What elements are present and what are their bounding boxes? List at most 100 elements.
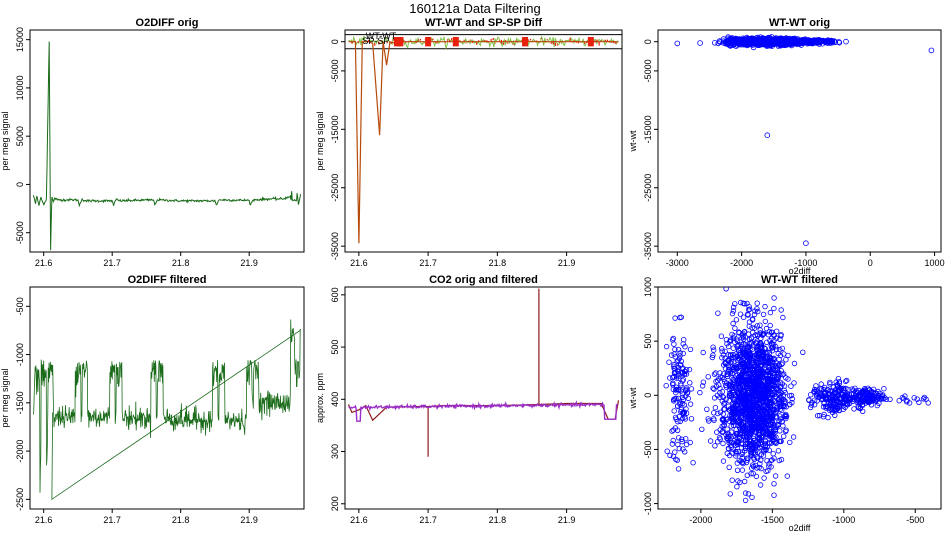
data-point	[774, 328, 780, 334]
data-point	[753, 473, 760, 480]
plot-frame	[344, 29, 623, 253]
data-point	[750, 462, 756, 468]
data-point	[674, 403, 681, 409]
data-point	[865, 385, 871, 391]
y-tick-label: -35000	[643, 232, 653, 260]
data-point	[771, 295, 777, 301]
data-point	[679, 400, 686, 407]
data-point	[836, 386, 842, 393]
data-point	[821, 411, 827, 418]
data-point	[676, 435, 682, 441]
data-point	[755, 394, 761, 401]
data-point	[749, 465, 755, 471]
data-point	[700, 349, 706, 356]
x-tick-label: -2000	[730, 258, 753, 268]
data-point	[748, 401, 755, 407]
data-point	[769, 380, 776, 386]
plot-frame	[29, 29, 305, 253]
data-point	[741, 387, 747, 393]
data-point	[679, 370, 685, 376]
data-point	[760, 311, 767, 318]
data-point	[742, 384, 748, 391]
data-point	[775, 391, 781, 397]
data-point	[711, 347, 717, 353]
data-point	[757, 40, 763, 46]
x-tick-label: 21.6	[35, 258, 53, 268]
data-point	[825, 37, 832, 44]
data-point	[767, 426, 773, 432]
data-point	[673, 386, 680, 393]
data-point	[760, 453, 767, 459]
data-point	[688, 386, 695, 392]
data-point	[728, 368, 734, 375]
data-point	[663, 343, 670, 350]
data-point	[712, 405, 719, 411]
data-point	[881, 386, 887, 392]
y-tick-label: 0	[643, 393, 653, 398]
y-tick-label: -2500	[15, 488, 25, 511]
data-point	[779, 240, 784, 245]
data-point	[775, 369, 781, 375]
data-point	[747, 354, 753, 361]
co2-orig-series	[347, 288, 620, 457]
x-tick-label: 21.9	[558, 515, 576, 525]
data-point	[772, 367, 778, 373]
data-point	[749, 359, 755, 365]
data-point	[732, 38, 739, 45]
data-point	[742, 445, 749, 451]
x-tick-label: 21.9	[240, 258, 258, 268]
x-tick-label: 21.6	[350, 515, 368, 525]
x-tick-label: -1500	[761, 515, 784, 525]
data-point	[763, 325, 770, 332]
data-point	[746, 307, 752, 313]
data-point	[725, 445, 732, 452]
data-point	[757, 327, 763, 333]
data-point	[871, 397, 877, 403]
data-point	[745, 374, 751, 380]
data-point	[757, 372, 763, 379]
data-point	[814, 40, 820, 46]
data-point	[741, 400, 748, 407]
data-point	[760, 369, 766, 376]
data-point	[773, 439, 780, 446]
y-axis-label: wt-wt	[628, 387, 638, 409]
data-point	[725, 358, 732, 364]
data-point	[738, 380, 744, 387]
y-tick-label: 400	[330, 392, 340, 407]
panel-1: O2DIFF orig 21.6 21.7 21.8 21.9 -5000 0 5000 100…	[0, 17, 305, 268]
y-tick-label: 5000	[15, 126, 25, 146]
data-point	[679, 391, 686, 397]
data-point	[749, 494, 755, 501]
data-point	[745, 491, 752, 497]
data-point	[750, 471, 756, 477]
data-point	[817, 38, 824, 45]
data-point	[734, 467, 741, 473]
data-point	[767, 337, 773, 344]
data-point	[727, 338, 733, 345]
data-point	[748, 410, 755, 416]
data-point	[772, 399, 778, 405]
data-point	[683, 436, 689, 442]
data-point	[742, 497, 749, 504]
data-point	[783, 413, 790, 419]
data-point	[748, 446, 755, 453]
data-point	[669, 428, 675, 434]
data-point	[764, 355, 770, 362]
data-point	[712, 443, 718, 449]
data-point	[836, 379, 843, 385]
data-point	[733, 431, 740, 437]
data-point	[783, 357, 789, 363]
panel-5: CO2 orig and filtered 21.6 21.7 21.8 21.9 200…	[315, 274, 623, 525]
data-point	[777, 379, 783, 385]
data-point	[742, 334, 748, 340]
data-point	[817, 385, 824, 392]
data-point	[721, 401, 727, 407]
data-point	[744, 344, 750, 350]
data-point	[729, 310, 736, 317]
data-point	[664, 448, 670, 454]
x-tick-label: 21.6	[35, 515, 53, 525]
data-point	[745, 331, 752, 337]
panel-title: O2DIFF orig	[136, 17, 199, 29]
y-tick-label: 500	[330, 340, 340, 355]
